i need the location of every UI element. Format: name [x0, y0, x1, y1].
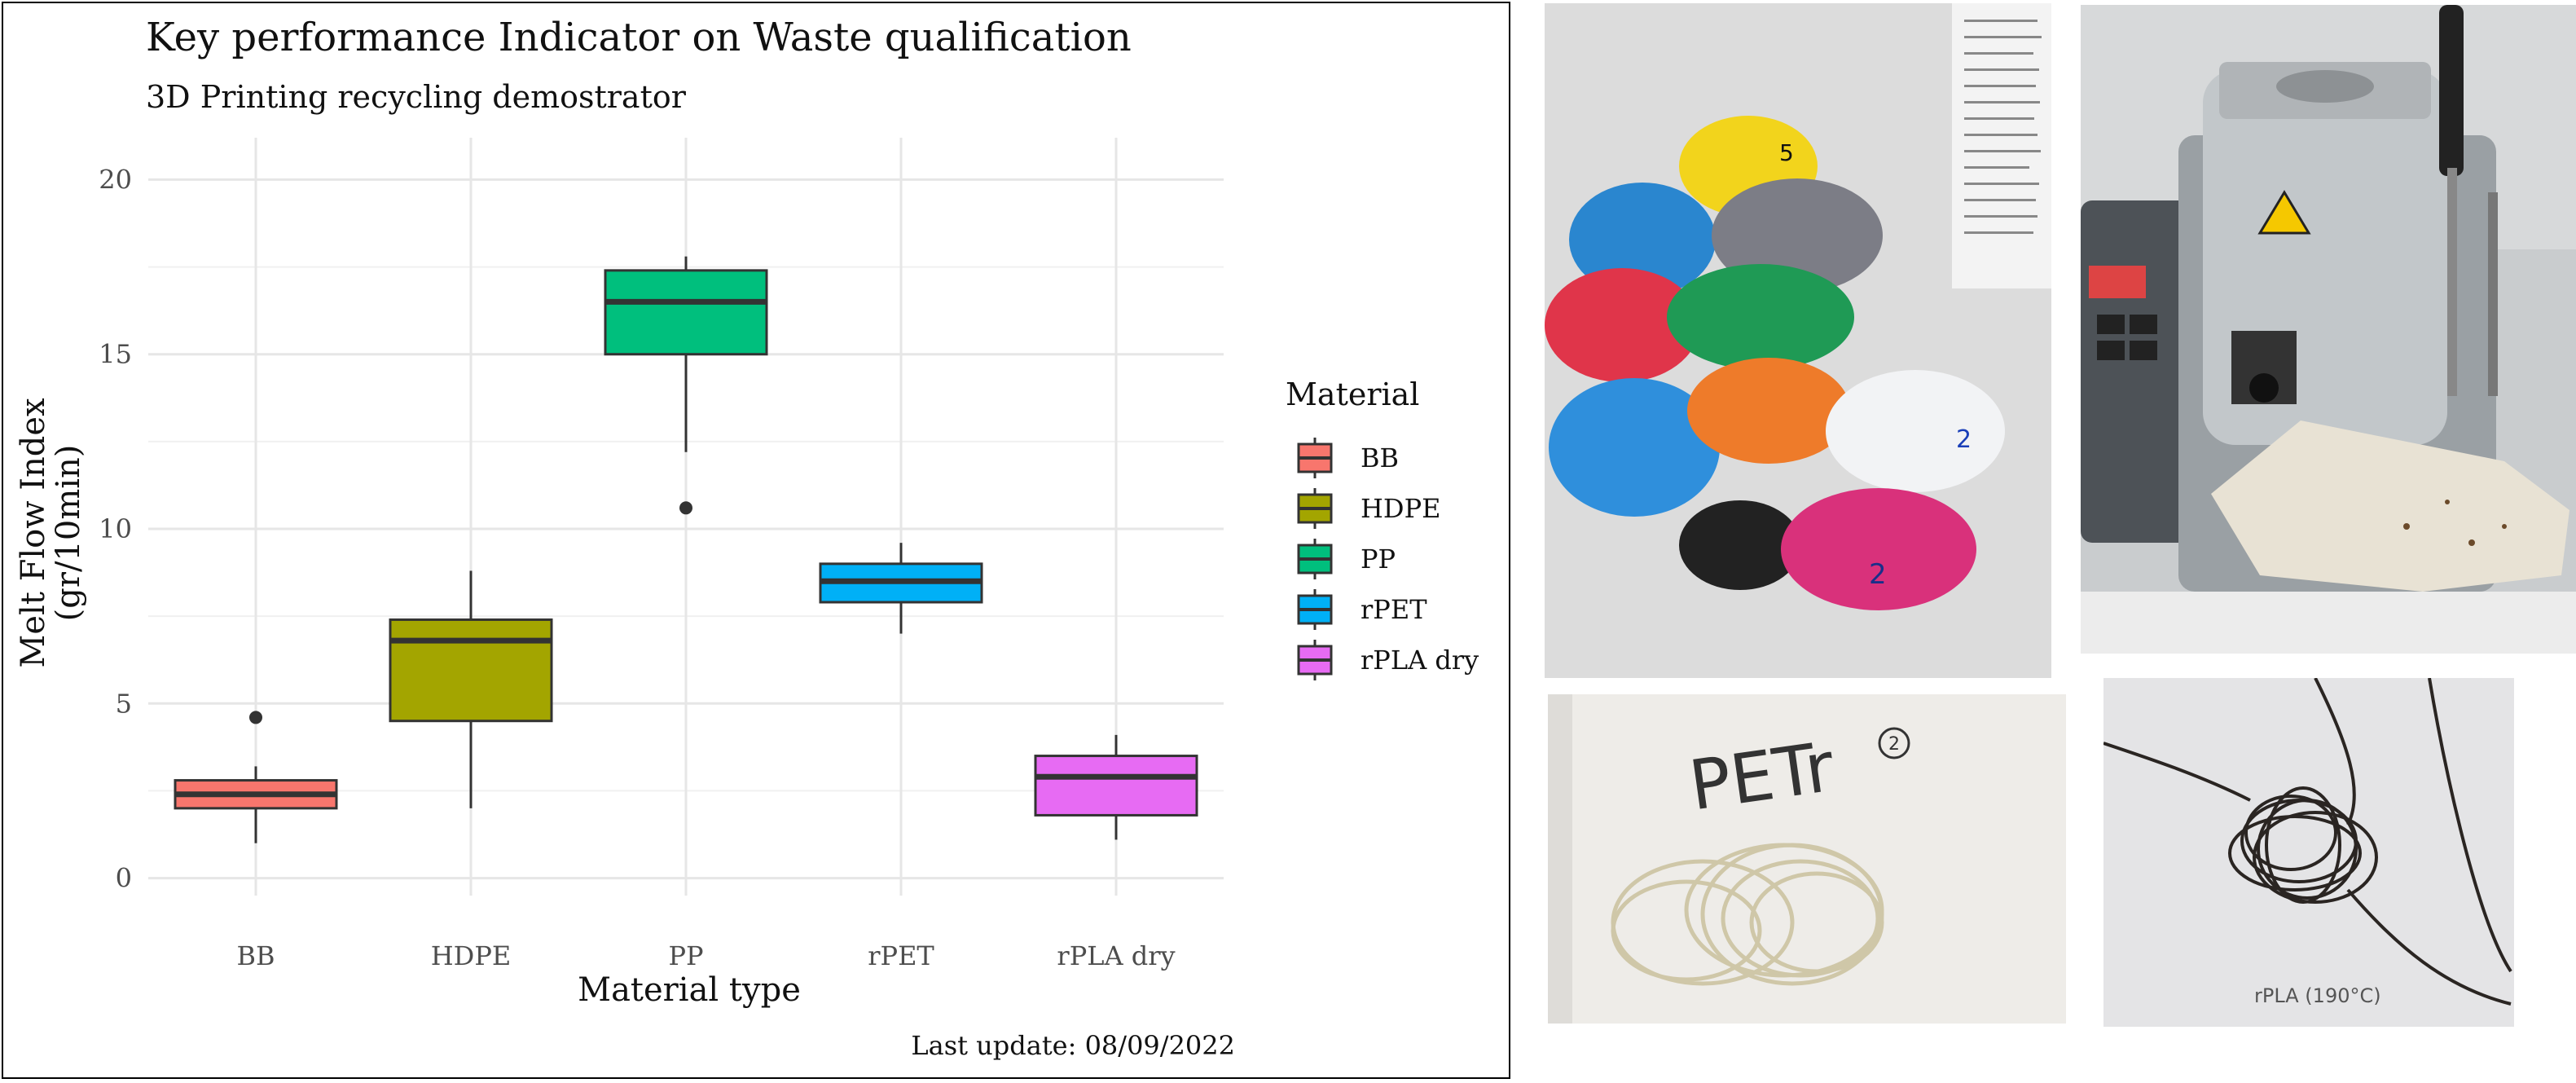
y-tick-label: 10	[99, 513, 132, 544]
boxplot-chart: Key performance Indicator on Waste quali…	[15, 15, 1479, 1061]
x-tick-label: BB	[236, 940, 275, 971]
chart-panel: Key performance Indicator on Waste quali…	[2, 2, 1510, 1079]
petr-label-number: 2	[1888, 734, 1900, 755]
rpla-handwritten-label: rPLA (190°C)	[2254, 984, 2381, 1007]
x-axis-label: Material type	[578, 971, 801, 1009]
box-rpet	[819, 543, 983, 634]
petr-label-circle	[1878, 727, 1910, 759]
green-pellet-bag	[1667, 264, 1854, 370]
x-tick-label: HDPE	[431, 940, 511, 971]
legend-label: rPLA dry	[1361, 645, 1479, 676]
iqr-box	[1034, 755, 1198, 817]
black-pellet-bag	[1679, 500, 1801, 590]
mixed-pellet-bag	[1712, 178, 1883, 293]
legend: BB HDPE PP rPET rPLA dry	[1297, 438, 1479, 680]
y-tick-label: 0	[116, 863, 132, 894]
y-tick-label: 5	[116, 688, 132, 719]
legend-label: rPET	[1361, 594, 1427, 625]
blue-pellet-bag	[1569, 183, 1716, 297]
box-hdpe	[389, 570, 553, 808]
y-axis-label-line1: Melt Flow Index	[15, 398, 52, 668]
iqr-box	[604, 269, 768, 356]
orange-pellet-bag	[1687, 358, 1850, 464]
heat-glove	[2211, 420, 2569, 592]
chart-subtitle: 3D Printing recycling demostrator	[146, 79, 687, 115]
pink-pellet-bag	[1781, 488, 1976, 610]
x-tick-label: rPET	[868, 940, 934, 971]
rpla-filament-photo: rPLA (190°C)	[2103, 678, 2514, 1027]
bag-label-5: 5	[1779, 139, 1794, 166]
legend-item-hdpe: HDPE	[1297, 488, 1440, 529]
legend-item-rpet: rPET	[1297, 589, 1427, 630]
box-pp	[604, 256, 768, 515]
boxes	[174, 256, 1198, 843]
y-axis-label-line2: (gr/10min)	[50, 445, 87, 622]
plastic-pellet-bags-photo: 5 2 2	[1545, 3, 2051, 678]
legend-label: HDPE	[1361, 493, 1440, 524]
legend-title: Material	[1286, 376, 1419, 412]
bag-label-2b: 2	[1869, 558, 1887, 591]
legend-item-rpla-dry: rPLA dry	[1297, 640, 1479, 680]
petr-handwritten-label: PETr	[1685, 727, 1840, 826]
x-axis-ticks: BB HDPE PP rPET rPLA dry	[236, 940, 1175, 971]
y-axis-ticks: 0 5 10 15 20	[99, 164, 132, 893]
bag-label-2: 2	[1956, 425, 1972, 454]
legend-item-bb: BB	[1297, 438, 1399, 478]
x-tick-label: PP	[668, 940, 703, 971]
y-tick-label: 20	[99, 164, 132, 195]
iqr-box	[389, 618, 553, 723]
white-pellet-bag	[1826, 370, 2005, 492]
melt-flow-indexer-photo	[2081, 5, 2576, 654]
chart-title: Key performance Indicator on Waste quali…	[146, 15, 1132, 60]
chart-caption: Last update: 08/09/2022	[911, 1030, 1235, 1061]
petr-filament-photo: PETr 2	[1548, 694, 2066, 1024]
x-tick-label: rPLA dry	[1057, 940, 1175, 971]
outlier-point	[679, 501, 692, 515]
box-rpla-dry	[1034, 734, 1198, 840]
red-pellet-bag	[1545, 268, 1699, 382]
outlier-point	[249, 711, 262, 724]
legend-label: BB	[1361, 442, 1399, 473]
legend-label: PP	[1361, 544, 1396, 575]
blue-pellet-bag-2	[1549, 378, 1720, 517]
legend-item-pp: PP	[1297, 539, 1396, 579]
y-tick-label: 15	[99, 339, 132, 370]
box-bb	[174, 711, 338, 843]
